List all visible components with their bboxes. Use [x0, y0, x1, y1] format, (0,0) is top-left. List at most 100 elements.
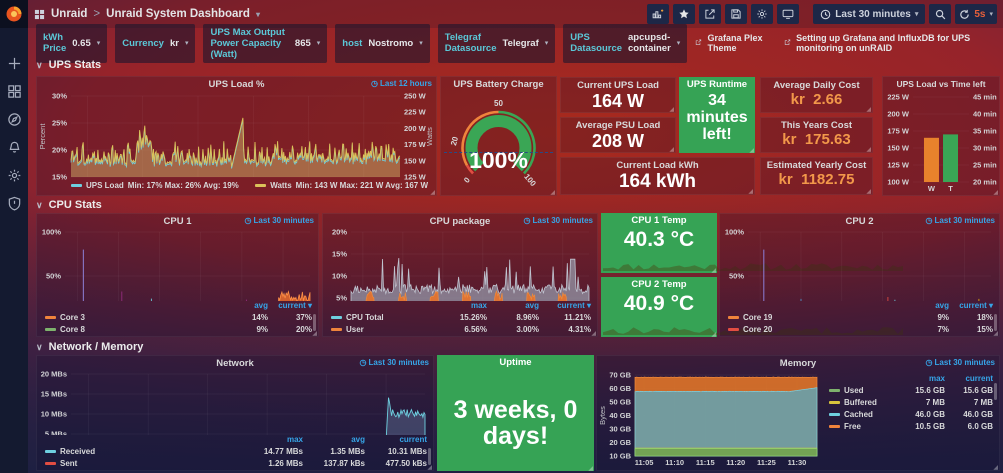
legend-column-header[interactable]: avg	[525, 301, 539, 310]
legend-column-header[interactable]: current	[399, 435, 427, 444]
cpu1-chart[interactable]: 100% 50% 0% 11:05 11:10 11:15 11:20 11:25 11:30	[37, 228, 318, 301]
legend-scrollbar[interactable]	[428, 448, 431, 465]
panel-title[interactable]: CPU 1	[163, 215, 192, 227]
panel-time-range[interactable]: ◷ Last 12 hours	[371, 79, 432, 88]
legend-column-header[interactable]: avg	[935, 301, 949, 310]
variable-telegraf-datasource[interactable]: Telegraf Datasource Telegraf ▾	[437, 23, 556, 63]
sidebar-item-shield[interactable]	[0, 192, 28, 214]
section-header-ups-stats[interactable]: ∨ UPS Stats	[36, 59, 101, 71]
breadcrumb-section[interactable]: Unraid	[51, 8, 88, 20]
ups-load-vs-time-chart[interactable]: 225 W 200 W 175 W 150 W 125 W 100 W 45 min 40 m…	[883, 91, 999, 195]
sidebar-item-explore[interactable]	[0, 108, 28, 130]
sidebar-item-dashboards[interactable]	[0, 80, 28, 102]
panel-title[interactable]: UPS Battery Charge	[453, 78, 544, 90]
breadcrumb[interactable]: Unraid > Unraid System Dashboard ▾	[34, 8, 260, 20]
legend-scrollbar[interactable]	[313, 314, 316, 331]
legend-scrollbar[interactable]	[994, 314, 997, 331]
toolbar-save-button[interactable]	[725, 4, 748, 24]
panel-time-range[interactable]: ◷ Last 30 minutes	[925, 216, 995, 225]
dashboard-link[interactable]: Setting up Grafana and InfluxDB for UPS …	[784, 33, 995, 53]
variable-label: host	[342, 37, 363, 49]
sidebar-item-settings[interactable]	[0, 164, 28, 186]
sidebar-item-alerting[interactable]	[0, 136, 28, 158]
panel-title[interactable]: Current Load kWh	[616, 159, 699, 171]
panel-title[interactable]: CPU 2 Temp	[631, 278, 687, 290]
toolbar-add-panel-button[interactable]	[647, 4, 670, 24]
toolbar-share-button[interactable]	[699, 4, 722, 24]
legend-column-header[interactable]: max	[470, 301, 487, 310]
legend-series-name[interactable]: Core 20	[728, 325, 905, 334]
section-header-network-memory[interactable]: ∨ Network / Memory	[36, 341, 143, 353]
panel-title[interactable]: Average Daily Cost	[773, 79, 860, 91]
panel-time-range[interactable]: ◷ Last 30 minutes	[523, 216, 593, 225]
toolbar-settings-button[interactable]	[751, 4, 774, 24]
panel-title[interactable]: This Years Cost	[780, 119, 853, 131]
panel-title[interactable]: UPS Load vs Time left	[896, 79, 986, 89]
panel-title[interactable]: CPU 1 Temp	[631, 214, 687, 226]
legend-series-name[interactable]: User	[331, 325, 435, 334]
legend-value: 9%	[256, 325, 268, 334]
legend-series-name[interactable]: Core 8	[45, 325, 224, 334]
dashboard-link[interactable]: Grafana Plex Theme	[695, 33, 770, 53]
legend-series-name[interactable]: Free	[829, 422, 897, 431]
legend-series-name[interactable]: Used	[829, 386, 897, 395]
panel-title[interactable]: Uptime	[499, 356, 532, 368]
dashboard-title[interactable]: Unraid System Dashboard	[106, 8, 250, 20]
legend-column-header[interactable]: current ▾	[278, 301, 312, 310]
legend-scrollbar[interactable]	[994, 383, 997, 400]
panel-title[interactable]: Memory	[779, 357, 817, 369]
panel-title[interactable]: Network	[216, 357, 254, 369]
network-chart[interactable]: 20 MBs 15 MBs 10 MBs 5 MBs 0 Bs 11:05 11:10 11:…	[37, 370, 433, 435]
legend-column-header[interactable]: max	[286, 435, 303, 444]
zoom-out-button[interactable]	[929, 4, 952, 24]
panel-time-range[interactable]: ◷ Last 30 minutes	[244, 216, 314, 225]
legend-column-header[interactable]: avg	[351, 435, 365, 444]
legend-value: 46.0 GB	[915, 410, 945, 419]
ups-load-chart[interactable]: 30% 25% 20% 15% 250 W 225 W 200 W 175 W 150 W 125…	[37, 91, 436, 182]
legend-series-name[interactable]: CPU Total	[331, 313, 435, 322]
legend-series-name[interactable]: Cached	[829, 410, 897, 419]
variable-ups-max-output-power-capacity-watt-[interactable]: UPS Max Output Power Capacity (Watt) 865 ▾	[203, 23, 328, 63]
legend-series-stats: Min: 17% Max: 26% Avg: 19%	[127, 181, 239, 190]
legend-series[interactable]: Watts Min: 143 W Max: 221 W Avg: 167 W	[255, 181, 428, 190]
panel-title[interactable]: UPS Runtime	[686, 78, 748, 90]
legend-column-header[interactable]: current ▾	[959, 301, 993, 310]
cpu2-chart[interactable]: 100% 50% 0% 11:05 11:10 11:15 11:20 11:25 11:30	[720, 228, 999, 301]
clock-icon: ◷	[523, 216, 531, 225]
panel-title[interactable]: CPU 2	[845, 215, 874, 227]
legend-series-name[interactable]: Received	[45, 447, 241, 456]
legend-series-name[interactable]: Buffered	[829, 398, 897, 407]
legend-series-name[interactable]: Core 19	[728, 313, 905, 322]
variable-kwh-price[interactable]: kWh Price 0.65 ▾	[36, 23, 108, 63]
memory-chart[interactable]: 70 GB 60 GB 50 GB 40 GB 30 GB 20 GB 10 GB 11:05…	[597, 370, 821, 470]
panel-title[interactable]: Estimated Yearly Cost	[766, 159, 867, 171]
legend-column-header[interactable]: current ▾	[557, 301, 591, 310]
legend-series[interactable]: UPS Load Min: 17% Max: 26% Avg: 19%	[71, 181, 239, 190]
svg-text:20: 20	[449, 135, 460, 146]
variable-ups-datasource[interactable]: UPS Datasource apcupsd-container ▾	[563, 23, 688, 63]
svg-text:10 GB: 10 GB	[609, 452, 631, 461]
cpu-package-chart[interactable]: 20% 15% 10% 5% 0% 11:05 11:10 11:15 11:20 11:25 11…	[323, 228, 597, 301]
time-range-picker[interactable]: Last 30 minutes ▾	[813, 4, 926, 24]
legend-series-name[interactable]: Core 3	[45, 313, 224, 322]
panel-title[interactable]: UPS Load %	[208, 78, 265, 90]
panel-title[interactable]: CPU package	[429, 215, 491, 227]
variable-currency[interactable]: Currency kr ▾	[115, 23, 196, 63]
variable-host[interactable]: host Nostromo ▾	[335, 23, 430, 63]
sidebar-item-plus[interactable]	[0, 52, 28, 74]
refresh-button[interactable]: 5s ▾	[955, 4, 997, 24]
svg-text:Bytes: Bytes	[598, 406, 607, 425]
panel-time-range[interactable]: ◷ Last 30 minutes	[925, 358, 995, 367]
legend-column-header[interactable]: max	[928, 374, 945, 383]
panel-time-range[interactable]: ◷ Last 30 minutes	[359, 358, 429, 367]
grafana-logo[interactable]	[0, 0, 28, 28]
legend-column-header[interactable]: avg	[254, 301, 268, 310]
toolbar-cycle-view-button[interactable]	[777, 4, 800, 24]
legend-series-name[interactable]: Sent	[45, 459, 241, 468]
svg-text:45 min: 45 min	[973, 93, 997, 102]
panel-title[interactable]: Average PSU Load	[575, 119, 661, 131]
panel-title[interactable]: Current UPS Load	[577, 79, 659, 91]
toolbar-star-button[interactable]	[673, 4, 696, 24]
legend-column-header[interactable]: current	[965, 374, 993, 383]
section-header-cpu-stats[interactable]: ∨ CPU Stats	[36, 199, 102, 211]
